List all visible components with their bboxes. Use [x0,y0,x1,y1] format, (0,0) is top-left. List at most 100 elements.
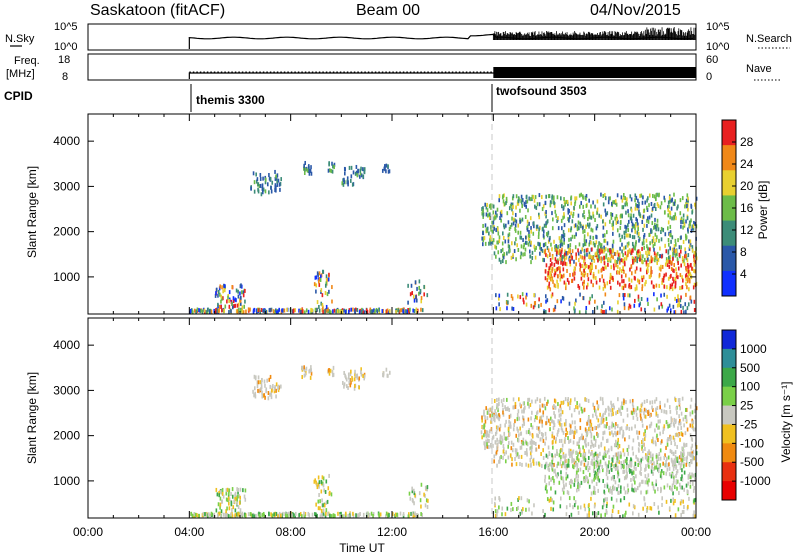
data-cell [592,413,594,418]
data-cell [618,270,621,275]
data-cell [519,402,521,407]
data-cell [640,307,643,312]
data-cell [270,391,273,396]
data-cell [483,425,485,430]
data-cell [617,484,620,489]
data-cell [369,307,372,312]
data-cell [631,271,633,276]
data-cell [343,382,346,387]
data-cell [318,493,320,498]
data-cell [670,266,673,271]
data-cell [672,276,674,281]
data-cell [259,172,262,177]
data-cell [599,248,602,253]
data-cell [507,220,510,225]
data-cell [619,246,621,251]
data-cell [529,216,532,221]
data-cell [301,375,304,380]
data-cell [562,215,564,220]
data-cell [673,437,676,442]
data-cell [682,499,684,504]
data-cell [261,390,263,395]
data-cell [303,365,305,370]
data-cell [689,239,692,244]
data-cell [659,205,662,210]
data-cell [488,429,491,434]
noise-right-top-tick: 10^5 [706,21,730,33]
data-cell [500,260,502,265]
data-cell [325,479,328,484]
data-cell [687,196,689,201]
data-cell [394,512,397,517]
data-cell [270,513,273,518]
data-cell [542,204,545,209]
data-cell [569,243,572,248]
data-cell [623,293,626,298]
data-cell [657,419,660,424]
colorbar-tick-label: -500 [740,455,764,469]
data-cell [555,244,557,249]
data-cell [504,405,506,410]
data-cell [570,211,572,216]
data-cell [681,474,683,479]
data-cell [524,235,527,240]
data-cell [200,308,202,313]
data-cell [535,224,538,229]
data-cell [647,268,649,273]
data-cell [653,225,655,230]
data-cell [604,292,607,297]
data-cell [598,248,601,253]
data-cell [676,303,679,308]
data-cell [618,252,621,257]
data-cell [642,238,645,243]
y-tick-label: 1000 [53,474,80,488]
noise-panel: N.Sky 10^5 10^0 10^5 10^0 N.Search [5,21,792,53]
data-cell [481,211,484,216]
data-cell [647,301,649,306]
data-cell [577,452,579,457]
data-cell [674,485,676,490]
data-cell [567,402,569,407]
data-cell [674,450,677,455]
data-cell [577,484,579,489]
data-cell [424,493,426,498]
data-cell [481,236,484,241]
data-cell [562,296,565,301]
data-cell [635,488,637,493]
data-cell [486,444,489,449]
data-cell [496,512,498,517]
data-cell [639,257,641,262]
data-cell [498,397,500,402]
data-cell [590,255,593,260]
data-cell [612,454,615,459]
data-cell [304,167,307,172]
data-cell [668,259,671,264]
data-cell [691,423,694,428]
data-cell [531,399,533,404]
data-cell [689,484,692,489]
data-cell [310,368,312,373]
data-cell [665,456,668,461]
data-cell [689,272,692,277]
data-cell [621,214,623,219]
data-cell [522,507,524,512]
data-cell [638,201,640,206]
freq-left-bottom-tick: 8 [62,71,68,83]
data-cell [649,454,652,459]
data-cell [588,214,591,219]
data-cell [242,310,245,315]
data-cell [652,471,654,476]
data-cell [634,193,637,198]
data-cell [505,436,507,441]
data-cell [281,308,283,313]
data-cell [388,309,391,314]
data-cell [493,226,496,231]
data-cell [623,257,626,262]
data-cell [650,460,653,465]
data-cell [682,259,684,264]
data-cell [310,165,312,170]
data-cell [241,305,244,310]
data-cell [519,426,521,431]
data-cell [688,472,691,477]
data-cell [484,432,487,437]
